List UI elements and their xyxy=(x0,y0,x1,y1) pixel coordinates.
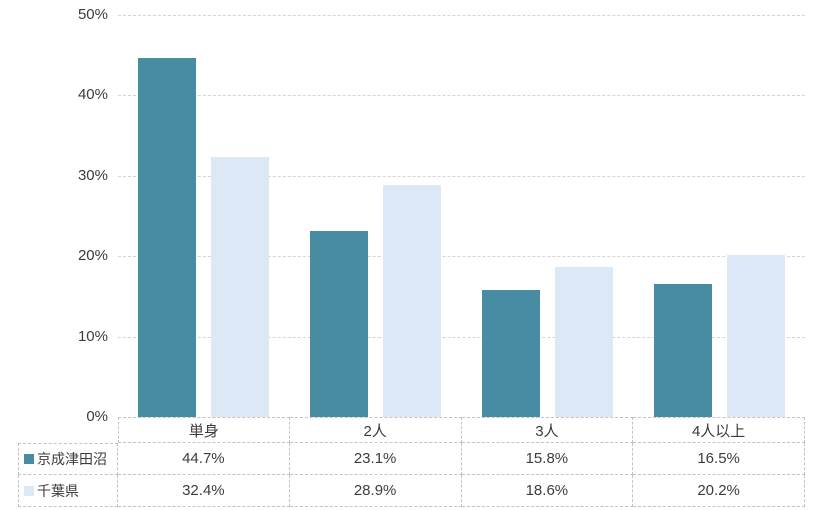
value-cell: 18.6% xyxy=(461,475,634,507)
bar-group-1 xyxy=(290,0,462,417)
table-header-cell: 3人 xyxy=(461,417,634,443)
legend-cell: 京成津田沼 xyxy=(18,443,118,475)
legend-cell: 千葉県 xyxy=(18,475,118,507)
gridline xyxy=(118,95,805,97)
bar-group-0 xyxy=(118,0,290,417)
bar-s0-c3 xyxy=(653,284,712,417)
bar-s0-c2 xyxy=(481,289,540,417)
value-cell: 28.9% xyxy=(289,475,462,507)
bar-s1-c3 xyxy=(726,254,785,417)
series2-name: 千葉県 xyxy=(37,482,79,499)
value-cell: 44.7% xyxy=(118,443,290,475)
value-cell: 20.2% xyxy=(633,475,805,507)
plot-area xyxy=(118,0,805,417)
table-corner-spacer xyxy=(18,417,118,443)
bar-group-3 xyxy=(633,0,805,417)
bar-s0-c0 xyxy=(138,57,197,417)
y-axis-tick-label: 40% xyxy=(77,86,108,104)
y-axis-tick-label: 10% xyxy=(77,327,108,345)
value-cell: 32.4% xyxy=(118,475,290,507)
series1-swatch-icon xyxy=(24,454,34,464)
table-header-cell: 単身 xyxy=(118,417,290,443)
gridline xyxy=(118,336,805,338)
y-axis: 50% 40% 30% 20% 10% 0% xyxy=(0,0,108,425)
bar-s1-c2 xyxy=(554,267,613,417)
y-axis-tick-label: 30% xyxy=(77,166,108,184)
value-cell: 23.1% xyxy=(289,443,462,475)
y-axis-tick-label: 0% xyxy=(86,408,108,425)
gridline xyxy=(118,256,805,258)
gridline xyxy=(118,175,805,177)
bar-s1-c1 xyxy=(383,184,442,417)
value-cell: 16.5% xyxy=(633,443,805,475)
bar-s0-c1 xyxy=(310,231,369,417)
bar-group-2 xyxy=(462,0,634,417)
series1-name: 京成津田沼 xyxy=(37,451,107,467)
gridline xyxy=(118,15,805,16)
data-table: 単身 2人 3人 4人以上 京成津田沼 44.7% 23.1% 15.8% 16… xyxy=(18,417,805,507)
value-cell: 15.8% xyxy=(461,443,634,475)
y-axis-tick-label: 20% xyxy=(77,247,108,265)
bar-s1-c0 xyxy=(211,156,270,417)
series2-swatch-icon xyxy=(24,485,34,496)
table-header-cell: 4人以上 xyxy=(633,417,805,443)
table-header-cell: 2人 xyxy=(289,417,462,443)
y-axis-tick-label: 50% xyxy=(77,6,108,23)
